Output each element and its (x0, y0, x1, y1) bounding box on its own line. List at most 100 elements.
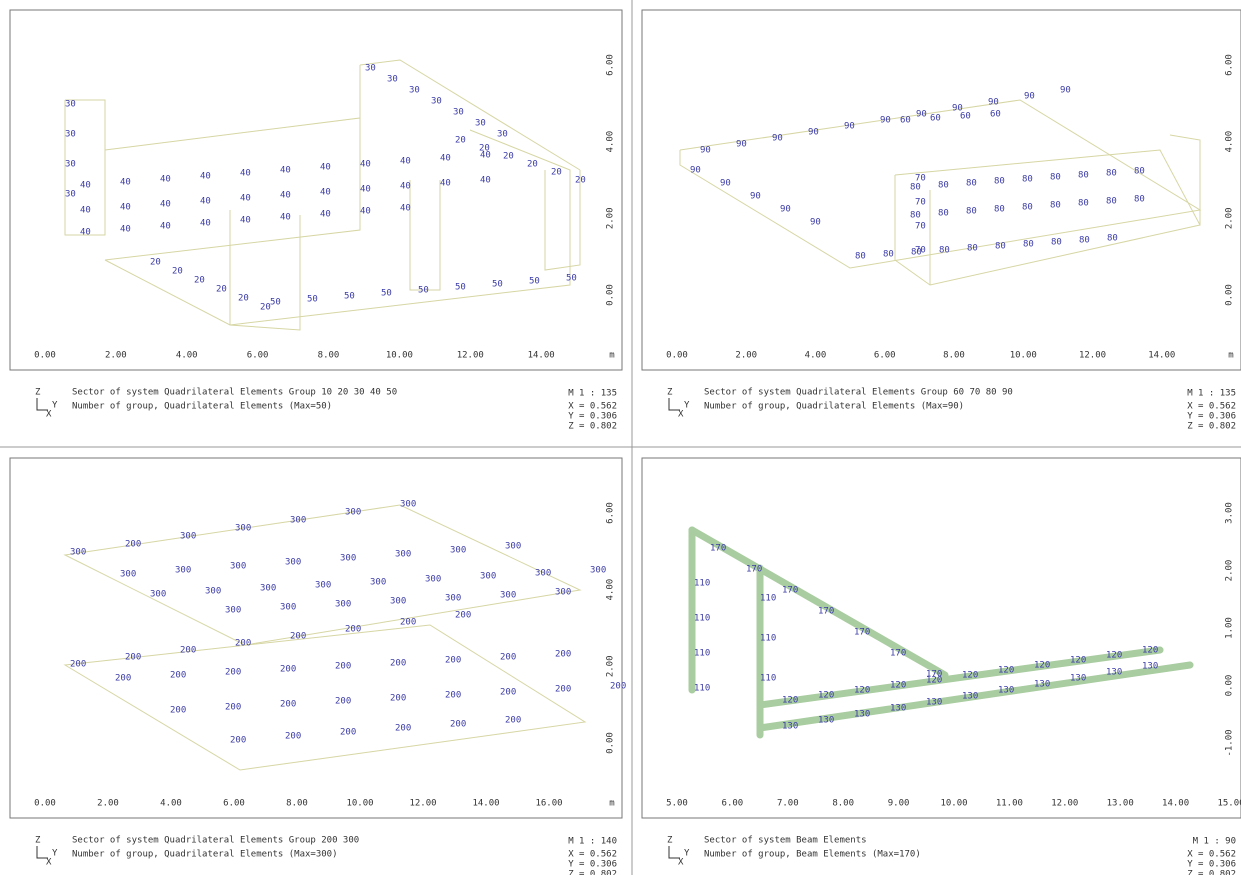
element-label: 200 (335, 697, 351, 707)
element-label: 170 (854, 628, 870, 638)
caption-line: Sector of system Beam Elements (704, 836, 867, 846)
page: {"panels": [ {"x_ticks": ["0.00","2.00",… (0, 0, 1241, 875)
element-label: 90 (880, 116, 891, 126)
element-label: 80 (1022, 175, 1033, 185)
element-label: 40 (120, 178, 131, 188)
element-label: 170 (782, 586, 798, 596)
element-label: 300 (590, 566, 606, 576)
x-tick-label: 6.00 (247, 351, 269, 361)
element-label: 80 (966, 179, 977, 189)
element-label: 200 (500, 688, 516, 698)
x-tick-label: 0.00 (34, 799, 56, 809)
element-label: 300 (150, 590, 166, 600)
view-coord: X = 0.562 (1187, 402, 1236, 412)
element-label: 200 (445, 656, 461, 666)
x-tick-label: m (1228, 351, 1233, 361)
element-label: 120 (962, 671, 978, 681)
element-label: 80 (1050, 201, 1061, 211)
x-tick-label: 4.00 (805, 351, 827, 361)
element-label: 130 (926, 698, 942, 708)
x-tick-label: 6.00 (223, 799, 245, 809)
element-label: 50 (381, 289, 392, 299)
element-label: 90 (690, 166, 701, 176)
x-tick-label: 4.00 (176, 351, 198, 361)
element-label: 60 (900, 116, 911, 126)
y-tick-label: 2.00 (1225, 560, 1235, 582)
y-tick-label: 2.00 (1225, 207, 1235, 229)
element-label: 130 (998, 686, 1014, 696)
element-label: 300 (345, 508, 361, 518)
view-coord: X = 0.562 (568, 850, 617, 860)
element-label: 30 (431, 97, 442, 107)
element-label: 50 (307, 295, 318, 305)
element-label: 80 (939, 246, 950, 256)
element-label: 80 (995, 242, 1006, 252)
element-label: 50 (270, 298, 281, 308)
element-label: 80 (967, 244, 978, 254)
element-label: 30 (65, 160, 76, 170)
x-tick-label: 2.00 (105, 351, 127, 361)
background (0, 0, 1241, 875)
element-label: 130 (962, 692, 978, 702)
view-coord: Y = 0.306 (568, 412, 617, 422)
element-label: 200 (225, 668, 241, 678)
scale-label: M 1 : 140 (568, 837, 617, 847)
axis-icon-label: Y (684, 401, 690, 411)
element-label: 40 (320, 188, 331, 198)
x-tick-label: 10.00 (386, 351, 413, 361)
element-label: 110 (694, 684, 710, 694)
element-label: 40 (480, 176, 491, 186)
element-label: 80 (994, 205, 1005, 215)
element-label: 90 (988, 98, 999, 108)
element-label: 200 (70, 660, 86, 670)
scale-label: M 1 : 90 (1193, 837, 1236, 847)
element-label: 40 (120, 225, 131, 235)
element-label: 30 (409, 86, 420, 96)
element-label: 80 (1134, 167, 1145, 177)
element-label: 40 (400, 157, 411, 167)
element-label: 200 (400, 618, 416, 628)
y-tick-label: 2.00 (606, 655, 616, 677)
element-label: 200 (445, 691, 461, 701)
element-label: 300 (260, 584, 276, 594)
element-label: 110 (760, 634, 776, 644)
element-label: 200 (500, 653, 516, 663)
element-label: 80 (1050, 173, 1061, 183)
element-label: 40 (440, 179, 451, 189)
element-label: 80 (1023, 240, 1034, 250)
element-label: 200 (280, 665, 296, 675)
axis-icon-label: Y (52, 401, 58, 411)
element-label: 200 (115, 674, 131, 684)
element-label: 120 (1070, 656, 1086, 666)
element-label: 80 (1051, 238, 1062, 248)
element-label: 130 (1034, 680, 1050, 690)
element-label: 90 (720, 179, 731, 189)
view-coord: X = 0.562 (568, 402, 617, 412)
element-label: 90 (808, 128, 819, 138)
element-label: 80 (1079, 236, 1090, 246)
view-coord: Z = 0.802 (1187, 422, 1236, 432)
y-tick-label: 4.00 (606, 131, 616, 153)
element-label: 40 (200, 172, 211, 182)
element-label: 30 (387, 75, 398, 85)
element-label: 300 (205, 587, 221, 597)
y-tick-label: 0.00 (1225, 675, 1235, 697)
element-label: 90 (1060, 86, 1071, 96)
element-label: 170 (818, 607, 834, 617)
x-tick-label: 5.00 (666, 799, 688, 809)
axis-icon-label: Z (35, 836, 41, 846)
element-label: 20 (455, 136, 466, 146)
element-label: 40 (360, 160, 371, 170)
element-label: 120 (854, 686, 870, 696)
x-tick-label: 0.00 (34, 351, 56, 361)
element-label: 90 (772, 134, 783, 144)
element-label: 50 (455, 283, 466, 293)
element-label: 200 (235, 639, 251, 649)
element-label: 130 (1142, 662, 1158, 672)
element-label: 40 (280, 213, 291, 223)
element-label: 80 (910, 183, 921, 193)
x-tick-label: 0.00 (666, 351, 688, 361)
element-label: 110 (694, 649, 710, 659)
axis-icon-label: Z (667, 388, 673, 398)
element-label: 300 (505, 542, 521, 552)
